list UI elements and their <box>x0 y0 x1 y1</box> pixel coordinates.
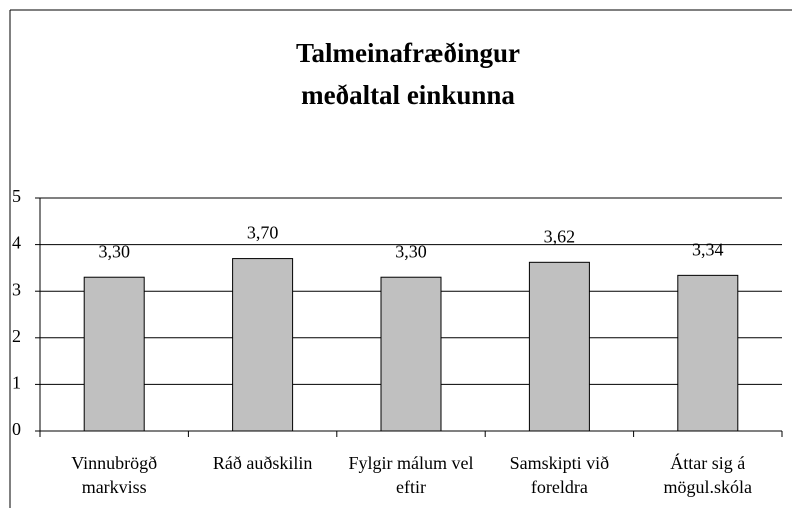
value-label: 3,34 <box>692 239 724 259</box>
x-tick-label: Vinnubrögð markviss <box>71 453 158 497</box>
value-label: 3,30 <box>98 241 130 261</box>
chart-title: Talmeinafræðingur <box>296 38 520 68</box>
y-tick-label: 4 <box>12 233 21 253</box>
bar <box>528 261 590 432</box>
y-tick-label: 0 <box>12 419 21 439</box>
x-tick-label: Samskipti við foreldra <box>509 453 610 497</box>
y-tick-label: 2 <box>12 326 21 346</box>
y-tick-label: 5 <box>12 186 21 206</box>
x-tick-label: Áttar sig á mögul.skóla <box>663 453 753 497</box>
value-label: 3,70 <box>247 223 279 243</box>
value-label: 3,30 <box>395 241 427 261</box>
x-tick-label: Fylgir málum vel eftir <box>348 453 474 497</box>
x-tick-label: Ráð auðskilin <box>212 453 313 473</box>
value-label: 3,62 <box>544 226 576 246</box>
y-tick-label: 1 <box>12 373 21 393</box>
bar <box>232 258 294 432</box>
bar <box>380 276 442 432</box>
chart-title: meðaltal einkunna <box>301 80 515 110</box>
bar <box>83 276 145 432</box>
bar <box>677 274 739 432</box>
y-tick-label: 3 <box>12 279 21 299</box>
